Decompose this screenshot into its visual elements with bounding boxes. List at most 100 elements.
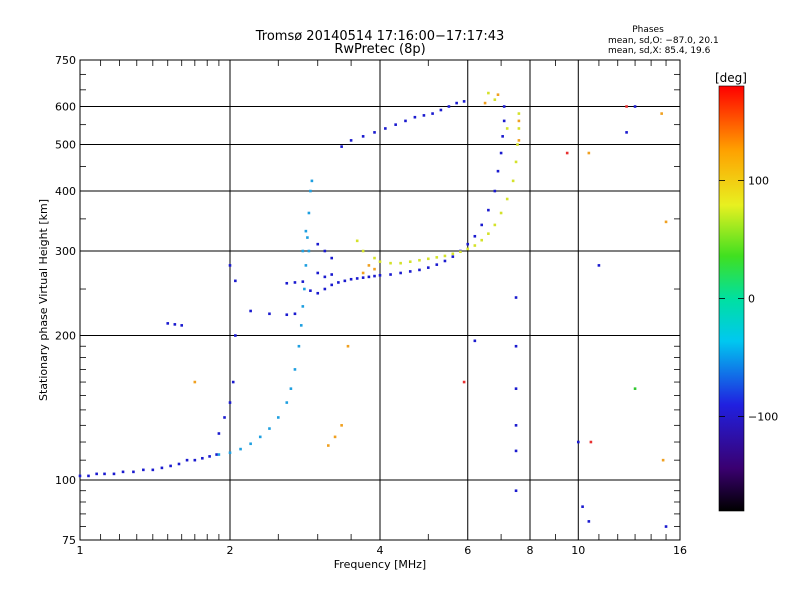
data-point [633, 105, 637, 108]
colorbar-ticks: 100 0 −100 [719, 174, 778, 424]
data-point [480, 238, 484, 242]
data-point [239, 447, 242, 451]
data-point [462, 380, 466, 384]
data-point [373, 256, 376, 260]
data-point [327, 444, 330, 447]
data-point [473, 339, 477, 343]
data-point [664, 220, 668, 224]
y-axis-label: Stationary phase Virtual Height [km] [37, 199, 50, 401]
data-point [323, 249, 327, 253]
data-point [208, 455, 211, 458]
data-point [217, 453, 221, 456]
data-point [306, 236, 309, 239]
data-point [505, 197, 509, 201]
data-point [633, 387, 637, 390]
data-point [330, 283, 334, 287]
data-point [330, 256, 334, 260]
data-point [215, 453, 218, 456]
data-point [297, 344, 301, 348]
data-point [173, 323, 177, 326]
data-point [514, 449, 518, 453]
data-point [499, 211, 503, 215]
data-point [455, 101, 458, 105]
data-point [422, 114, 426, 117]
data-point [343, 279, 347, 283]
data-point [389, 273, 392, 276]
data-point [462, 100, 466, 103]
data-point [384, 127, 387, 130]
data-point [346, 344, 350, 348]
data-point [373, 267, 376, 271]
x-tick-label: 4 [377, 544, 384, 557]
data-point [493, 223, 497, 227]
data-point [316, 271, 320, 275]
y-tick-label: 600 [55, 101, 76, 114]
data-point [664, 525, 668, 528]
y-tick-label: 100 [55, 474, 76, 487]
data-point [581, 505, 584, 508]
x-tick-label: 2 [227, 544, 234, 557]
data-point [493, 189, 497, 193]
data-point [426, 266, 430, 269]
data-point [399, 271, 402, 275]
data-point [330, 273, 334, 276]
data-point [337, 281, 340, 284]
data-point [514, 424, 518, 427]
data-point [459, 250, 462, 254]
data-point [340, 145, 343, 148]
data-point [514, 489, 518, 493]
data-point [309, 189, 312, 193]
data-point [625, 105, 628, 108]
data-point [565, 151, 569, 155]
x-tick-label: 16 [673, 544, 687, 557]
data-point [389, 261, 392, 265]
data-point [169, 464, 172, 468]
data-point [223, 416, 226, 419]
chart-subtitle: RwPretec (8p) [334, 42, 425, 57]
data-point [95, 472, 98, 476]
data-point [517, 112, 521, 115]
data-point [501, 135, 504, 138]
data-point [517, 119, 521, 123]
data-point [373, 131, 376, 134]
data-point [378, 260, 382, 264]
colorbar-tick-label: −100 [748, 411, 778, 424]
data-point [234, 334, 237, 337]
data-point [661, 458, 665, 462]
data-point [289, 387, 293, 390]
phase-stats-x: mean, sd,X: 85.4, 19.6 [608, 46, 711, 56]
data-point [185, 458, 189, 462]
data-point [514, 387, 518, 390]
data-point [413, 115, 417, 119]
data-point [408, 260, 412, 264]
phase-stats-heading: Phases [632, 25, 664, 35]
data-point [516, 143, 519, 146]
data-point [483, 101, 487, 105]
data-point [514, 160, 518, 164]
phase-stats-o: mean, sd,O: −87.0, 20.1 [608, 36, 719, 46]
data-point [514, 344, 518, 348]
data-point [268, 312, 271, 316]
data-point [228, 451, 232, 455]
data-point [309, 289, 312, 292]
data-point [234, 279, 237, 283]
data-point [576, 440, 580, 444]
data-point [511, 179, 515, 183]
y-tick-labels: 75 100 200 300 400 500 600 750 [55, 54, 76, 547]
data-point [660, 112, 663, 115]
y-tick-label: 75 [62, 534, 76, 547]
data-point [361, 276, 365, 279]
minor-ticks [80, 60, 680, 540]
data-point [480, 223, 484, 227]
x-axis-label: Frequency [MHz] [334, 558, 426, 571]
data-point [293, 368, 297, 371]
data-point [316, 242, 320, 246]
data-point [303, 287, 306, 291]
colorbar-label: [deg] [715, 71, 747, 85]
data-point [268, 427, 271, 430]
data-point [249, 442, 252, 446]
data-point [121, 470, 125, 474]
data-point [87, 474, 90, 478]
data-point [316, 291, 320, 295]
data-point [78, 474, 82, 478]
